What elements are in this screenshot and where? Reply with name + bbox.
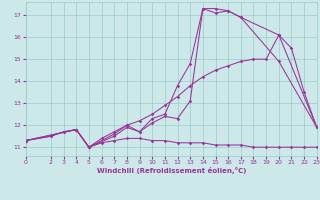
X-axis label: Windchill (Refroidissement éolien,°C): Windchill (Refroidissement éolien,°C) xyxy=(97,167,246,174)
